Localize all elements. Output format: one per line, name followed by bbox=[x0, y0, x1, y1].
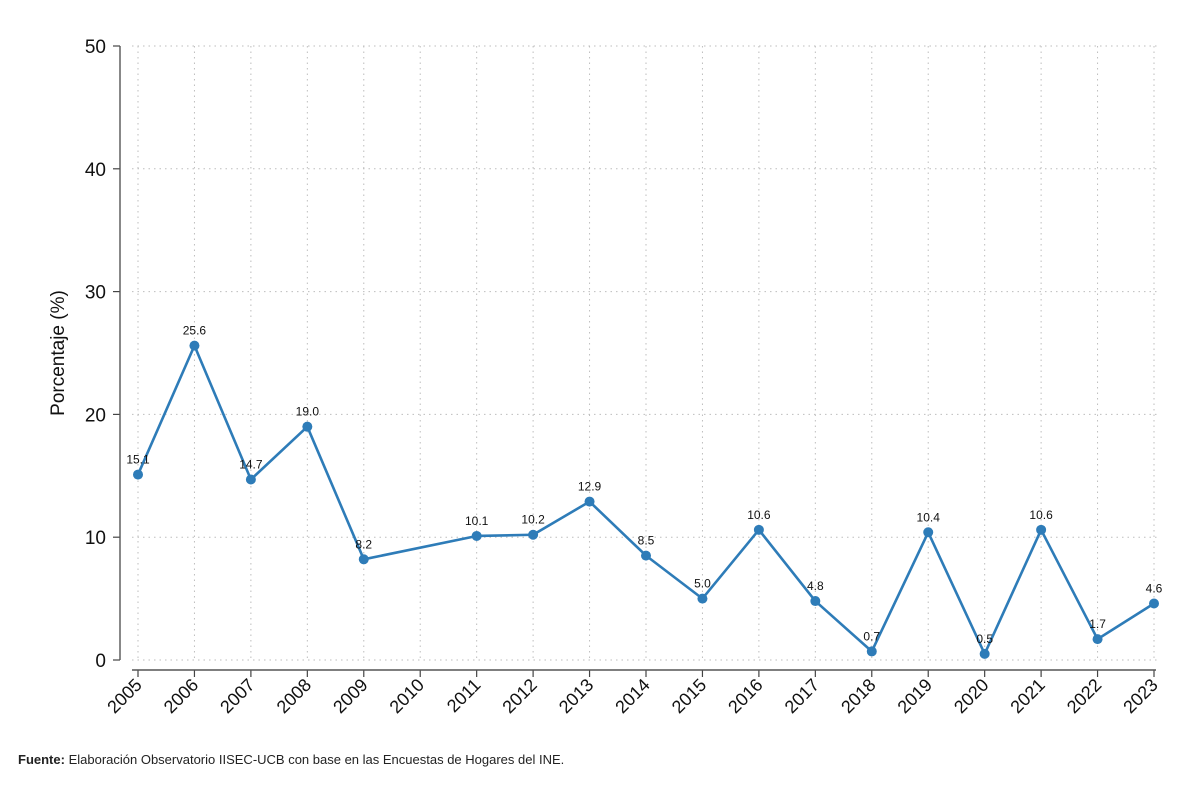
data-label: 15.1 bbox=[126, 453, 150, 467]
line-chart: 0 10 20 30 40 50 2005 2006 2007 2008 2009 2010 2011 2… bbox=[48, 37, 1163, 717]
data-point bbox=[133, 469, 143, 480]
data-label: 1.7 bbox=[1089, 617, 1106, 631]
source-text: Elaboración Observatorio IISEC-UCB con b… bbox=[64, 752, 565, 767]
x-tick-label: 2013 bbox=[555, 675, 597, 717]
data-label: 5.0 bbox=[694, 577, 711, 591]
x-tick-label: 2018 bbox=[837, 675, 879, 717]
data-label: 12.9 bbox=[578, 480, 602, 494]
data-label: 10.2 bbox=[521, 513, 545, 527]
data-label: 10.6 bbox=[1029, 508, 1053, 522]
x-tick-label: 2021 bbox=[1006, 675, 1048, 717]
data-label: 25.6 bbox=[183, 324, 207, 338]
source-note: Fuente: Elaboración Observatorio IISEC-U… bbox=[18, 752, 564, 767]
x-tick-label: 2005 bbox=[103, 675, 145, 717]
chart-area: 0 10 20 30 40 50 2005 2006 2007 2008 2009 2010 2011 2… bbox=[48, 37, 1163, 717]
data-label: 0.5 bbox=[976, 632, 993, 646]
y-tick-label: 20 bbox=[85, 405, 106, 426]
data-point bbox=[641, 550, 651, 561]
y-axis-title: Porcentaje (%) bbox=[48, 290, 69, 416]
data-label: 8.2 bbox=[355, 537, 372, 551]
x-tick-label: 2006 bbox=[160, 675, 202, 717]
x-tick-label: 2017 bbox=[781, 675, 823, 717]
x-tick-label: 2014 bbox=[611, 675, 653, 717]
data-point bbox=[923, 527, 934, 538]
data-point bbox=[528, 529, 539, 540]
data-point bbox=[189, 340, 200, 351]
data-point bbox=[1092, 634, 1103, 645]
data-label: 10.1 bbox=[465, 514, 489, 528]
x-tick-label: 2015 bbox=[668, 675, 710, 717]
x-tick-label: 2007 bbox=[216, 675, 258, 717]
x-tick-label: 2009 bbox=[329, 675, 371, 717]
source-label: Fuente: bbox=[18, 752, 65, 767]
data-point bbox=[584, 496, 595, 507]
x-tick-label: 2022 bbox=[1063, 675, 1105, 717]
data-label: 0.7 bbox=[863, 629, 880, 643]
y-tick-label: 0 bbox=[95, 651, 106, 672]
x-tick-label: 2020 bbox=[950, 675, 992, 717]
data-point bbox=[358, 554, 369, 565]
data-point bbox=[866, 646, 877, 657]
x-tick-label: 2019 bbox=[894, 675, 936, 717]
x-tick-label: 2012 bbox=[498, 675, 540, 717]
data-label: 10.6 bbox=[747, 508, 771, 522]
x-tick-label: 2016 bbox=[724, 675, 766, 717]
data-label: 10.4 bbox=[917, 510, 941, 524]
data-point bbox=[471, 530, 482, 541]
data-label: 4.8 bbox=[807, 579, 824, 593]
data-label: 19.0 bbox=[296, 405, 320, 419]
data-point bbox=[810, 596, 821, 607]
data-label: 14.7 bbox=[239, 457, 263, 471]
data-point bbox=[753, 524, 764, 535]
data-label: 8.5 bbox=[638, 534, 655, 548]
data-point bbox=[1036, 524, 1047, 535]
y-tick-label: 30 bbox=[85, 283, 106, 304]
data-label: 4.6 bbox=[1146, 582, 1163, 596]
data-point bbox=[979, 648, 990, 659]
x-tick-label: 2010 bbox=[386, 675, 428, 717]
data-point bbox=[245, 474, 256, 485]
x-tick-label: 2008 bbox=[273, 675, 315, 717]
x-tick-label: 2023 bbox=[1119, 675, 1161, 717]
y-tick-label: 40 bbox=[85, 160, 106, 181]
y-tick-label: 10 bbox=[85, 528, 106, 549]
y-tick-label: 50 bbox=[85, 37, 106, 58]
data-point bbox=[1149, 598, 1159, 609]
data-point bbox=[302, 421, 313, 432]
series-line bbox=[136, 344, 1155, 656]
x-tick-label: 2011 bbox=[443, 675, 485, 717]
data-point bbox=[697, 593, 708, 604]
